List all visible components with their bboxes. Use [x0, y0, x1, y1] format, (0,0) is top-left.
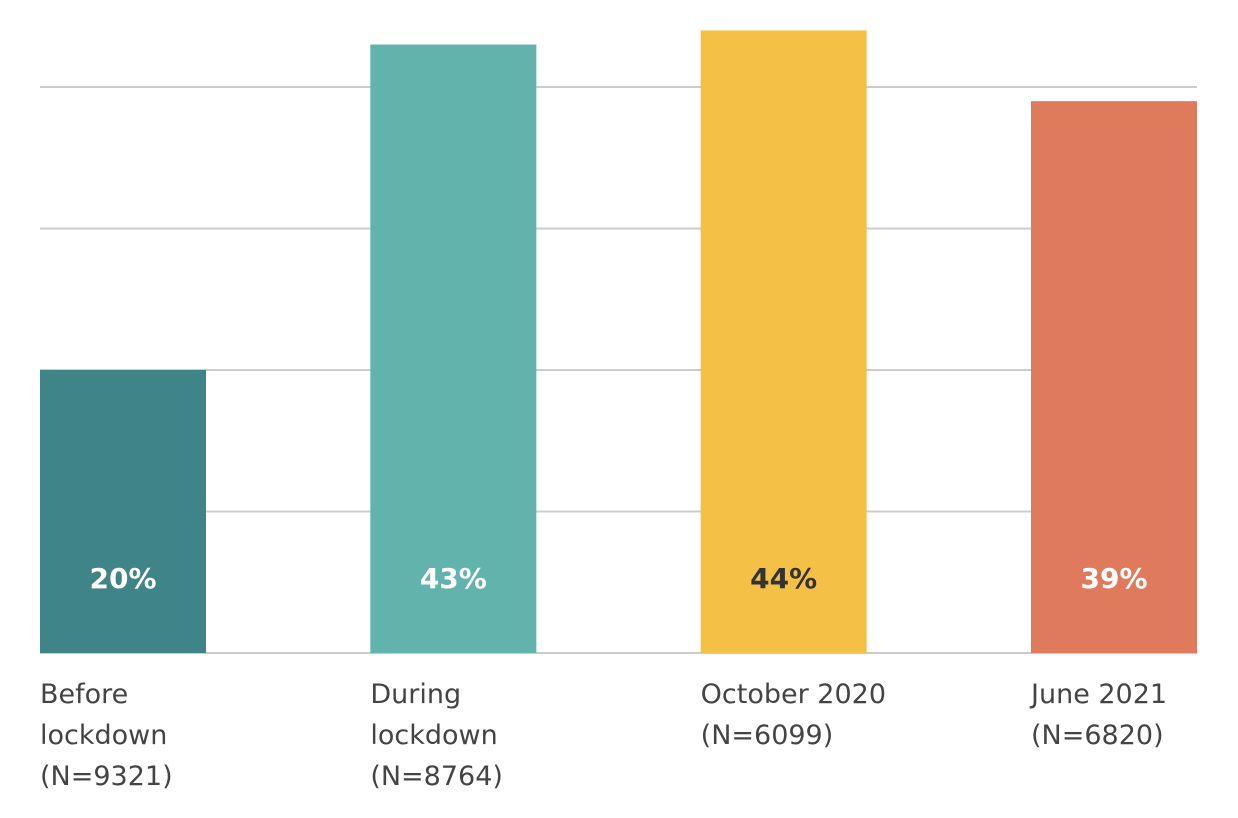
value-labels: 20% 43% 44% 39%: [89, 562, 1147, 595]
category-label-1: During lockdown (N=8764): [370, 679, 503, 792]
value-label-0: 20%: [89, 562, 156, 595]
value-label-3: 39%: [1080, 562, 1147, 595]
category-label-0: Before lockdown (N=9321): [40, 679, 173, 792]
category-label-line: (N=6099): [701, 720, 834, 751]
value-label-2: 44%: [750, 562, 817, 595]
bar-0: [40, 370, 206, 653]
category-label-line: June 2021: [1029, 679, 1167, 710]
category-label-line: lockdown: [40, 720, 167, 751]
category-label-line: Before: [40, 679, 128, 710]
bar-2: [700, 30, 867, 653]
category-labels: Before lockdown (N=9321) During lockdown (N=8…: [40, 679, 1167, 792]
value-label-1: 43%: [420, 562, 487, 595]
category-label-line: (N=9321): [40, 761, 173, 792]
category-label-line: During: [370, 679, 461, 710]
category-label-line: (N=6820): [1031, 720, 1164, 751]
category-label-line: lockdown: [370, 720, 497, 751]
category-label-2: October 2020 (N=6099): [701, 679, 886, 751]
bar-3: [1031, 101, 1197, 653]
bars: [40, 30, 1197, 654]
category-label-line: (N=8764): [370, 761, 503, 792]
bar-1: [370, 44, 537, 654]
category-label-3: June 2021 (N=6820): [1029, 679, 1167, 751]
gridlines: [40, 86, 1197, 654]
category-label-line: October 2020: [701, 679, 886, 710]
